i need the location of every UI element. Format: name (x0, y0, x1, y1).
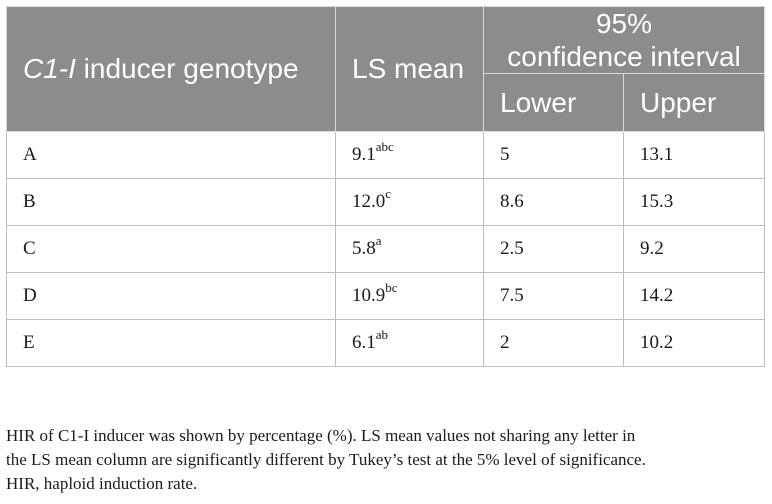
lower-cell: 2 (483, 319, 624, 367)
genotype-prefix: C1-I (23, 53, 76, 84)
footnote-line: HIR, haploid induction rate. (6, 474, 198, 493)
mean-value: 9.1 (352, 144, 376, 165)
mean-value: 5.8 (352, 238, 376, 259)
upper-cell: 13.1 (622, 131, 766, 179)
lower-cell: 7.5 (483, 272, 624, 320)
table-row: A 9.1abc 5 13.1 (6, 131, 766, 179)
table-row: D 10.9bc 7.5 14.2 (6, 272, 766, 320)
results-table: C1-I inducer genotype LS mean 95% confid… (6, 6, 766, 367)
footnote-line: HIR of C1-I inducer was shown by percent… (6, 426, 636, 445)
table-footnote: HIR of C1-I inducer was shown by percent… (6, 424, 764, 496)
significance-letters: a (375, 232, 382, 248)
table-row: C 5.8a 2.5 9.2 (6, 225, 766, 273)
mean-value: 12.0 (352, 191, 386, 212)
mean-value: 6.1 (352, 332, 376, 353)
upper-column-header: Upper (622, 73, 766, 132)
footnote-line: the LS mean column are significantly dif… (6, 450, 646, 469)
table-row: B 12.0c 8.6 15.3 (6, 178, 766, 226)
table-row: E 6.1ab 2 10.2 (6, 319, 766, 367)
significance-letters: ab (375, 326, 389, 342)
ci-header-line1: 95% (595, 8, 653, 39)
upper-cell: 14.2 (622, 272, 766, 320)
lower-cell: 5 (483, 131, 624, 179)
upper-cell: 10.2 (622, 319, 766, 367)
lower-column-header: Lower (483, 73, 624, 132)
genotype-cell: E (6, 319, 336, 367)
genotype-cell: A (6, 131, 336, 179)
confidence-interval-header: 95% confidence interval (482, 6, 766, 74)
genotype-column-header: C1-I inducer genotype (6, 6, 336, 132)
ls-mean-cell: 12.0c (335, 178, 484, 226)
significance-letters: bc (385, 279, 398, 295)
upper-cell: 9.2 (622, 225, 766, 273)
genotype-cell: D (6, 272, 336, 320)
ls-mean-cell: 5.8a (335, 225, 484, 273)
ls-mean-cell: 9.1abc (335, 131, 484, 179)
ls-mean-cell: 6.1ab (335, 319, 484, 367)
mean-value: 10.9 (352, 285, 386, 306)
lower-cell: 2.5 (483, 225, 624, 273)
ci-header-line2: confidence interval (507, 41, 741, 72)
upper-cell: 15.3 (622, 178, 766, 226)
genotype-cell: C (6, 225, 336, 273)
ls-mean-column-header: LS mean (335, 6, 484, 132)
ls-mean-cell: 10.9bc (335, 272, 484, 320)
genotype-suffix: inducer genotype (75, 53, 299, 84)
significance-letters: abc (375, 138, 394, 154)
genotype-cell: B (6, 178, 336, 226)
significance-letters: c (385, 185, 392, 201)
lower-cell: 8.6 (483, 178, 624, 226)
